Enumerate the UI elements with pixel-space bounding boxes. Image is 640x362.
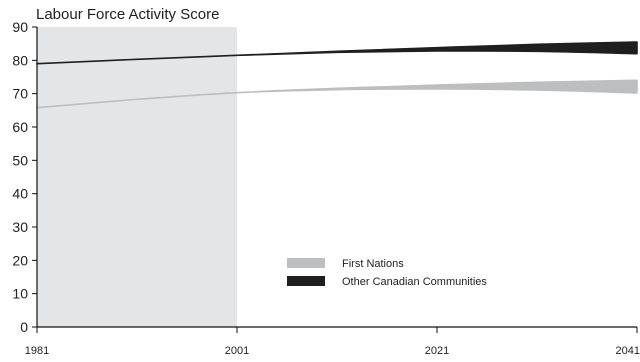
x-tick-label: 2021 (425, 345, 449, 357)
legend-label-0: First Nations (342, 258, 404, 270)
legend-label-1: Other Canadian Communities (342, 276, 487, 288)
y-tick-label: 0 (20, 319, 28, 335)
y-tick-label: 40 (12, 186, 28, 202)
x-tick-label: 2001 (225, 345, 249, 357)
y-tick-label: 90 (12, 19, 28, 35)
x-tick-label: 2041 (616, 345, 640, 357)
plot-area (36, 27, 638, 327)
series-band-1 (36, 41, 638, 65)
y-tick-label: 50 (12, 152, 28, 168)
y-tick-label: 10 (12, 286, 28, 302)
y-tick-label: 30 (12, 219, 28, 235)
x-tick-label: 1981 (25, 345, 49, 357)
historical-period-shading (37, 27, 237, 327)
y-tick-label: 20 (12, 252, 28, 268)
y-tick-label: 70 (12, 86, 28, 102)
legend-swatch-0 (287, 258, 325, 268)
y-axis-title: Labour Force Activity Score (36, 6, 219, 23)
legend-swatch-1 (287, 276, 325, 286)
series-band-0 (36, 79, 638, 109)
axes: 0 10 20 30 40 50 60 70 80 90 1981 2001 2021 2041 (12, 19, 640, 357)
y-tick-label: 80 (12, 52, 28, 68)
y-tick-label: 60 (12, 119, 28, 135)
legend: First Nations Other Canadian Communities (287, 258, 487, 288)
